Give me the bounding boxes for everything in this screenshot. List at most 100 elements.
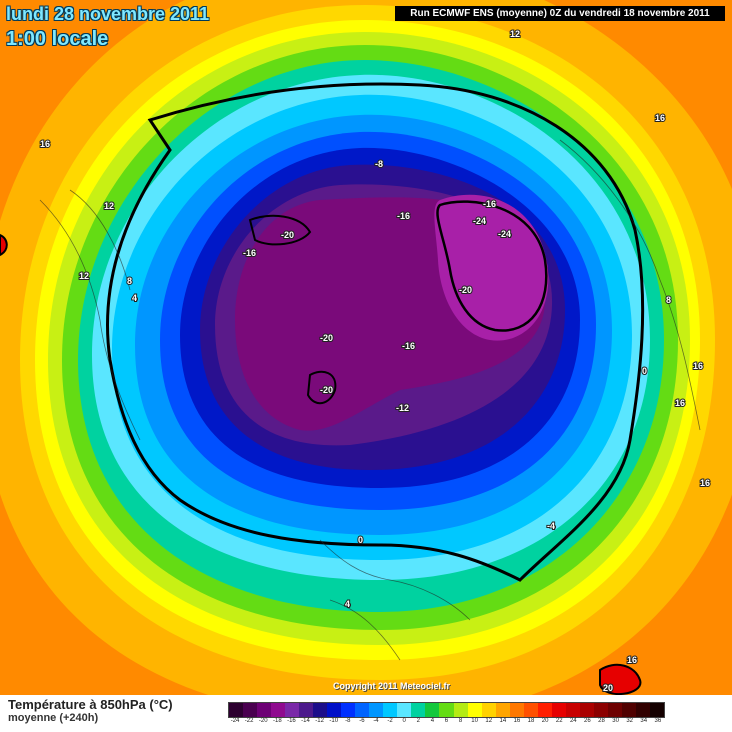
scale-tick-label: -20 <box>258 718 268 724</box>
coastline-america <box>39 189 141 441</box>
coastline-europe <box>319 539 471 661</box>
color-swatch <box>481 703 496 717</box>
color-swatch <box>341 703 356 717</box>
copyright: Copyright 2011 Meteociel.fr <box>333 681 451 691</box>
map-label: -20 <box>459 285 472 295</box>
map-label: 0 <box>358 535 363 545</box>
color-scale <box>228 702 665 718</box>
map-label: 16 <box>693 361 703 371</box>
scale-tick-label: 12 <box>485 718 493 724</box>
color-swatch <box>593 703 608 717</box>
scale-tick-label: -22 <box>244 718 254 724</box>
scale-tick-label: 24 <box>569 718 577 724</box>
color-swatch <box>523 703 538 717</box>
temperature-map: 12 16 12 4 8 12 -8 -16 -16 -24 -24 -20 -… <box>0 0 732 695</box>
color-swatch <box>579 703 594 717</box>
color-swatch <box>285 703 300 717</box>
scale-tick-label: 14 <box>499 718 507 724</box>
scale-tick-label: 10 <box>471 718 478 724</box>
map-label: -24 <box>473 216 486 226</box>
value-labels: 12 16 12 4 8 12 -8 -16 -16 -24 -24 -20 -… <box>39 28 711 694</box>
map-label: -24 <box>498 229 511 239</box>
color-scale-ticks: -24 -22 -20 -18 -16 -14 -12 -10 -8 -6 -4 -2 0 2 4 6 8 10 1… <box>228 718 665 724</box>
color-swatch <box>537 703 552 717</box>
m20-contour <box>436 200 548 332</box>
scale-tick-label: 0 <box>402 718 406 724</box>
scale-tick-label: -4 <box>373 718 379 724</box>
map-label: 12 <box>79 271 89 281</box>
color-swatch <box>467 703 482 717</box>
scale-tick-label: 34 <box>640 718 648 724</box>
forecast-time: 1:00 locale <box>6 28 109 50</box>
color-swatch <box>635 703 650 717</box>
scale-tick-label: -10 <box>329 718 339 724</box>
color-swatch <box>229 703 244 717</box>
color-swatch <box>411 703 426 717</box>
scale-tick-label: 32 <box>626 718 634 724</box>
map-label: 16 <box>700 478 710 488</box>
map-label: 16 <box>627 655 637 665</box>
map-label: 8 <box>127 276 132 286</box>
scale-tick-label: 28 <box>598 718 605 724</box>
scale-tick-label: 22 <box>555 718 563 724</box>
scale-tick-label: -24 <box>230 718 240 724</box>
scale-tick-label: 4 <box>430 718 435 724</box>
color-swatch <box>355 703 370 717</box>
scale-tick-label: -16 <box>287 718 296 724</box>
map-label: 20 <box>603 683 613 693</box>
map-label: 16 <box>675 398 685 408</box>
color-swatch <box>551 703 566 717</box>
map-label: 8 <box>666 295 671 305</box>
color-swatch <box>453 703 468 717</box>
scale-tick-label: 30 <box>612 718 619 724</box>
zero-isotherm <box>106 82 645 582</box>
forecast-date: lundi 28 novembre 2011 <box>6 4 210 24</box>
scale-tick-label: -2 <box>387 718 393 724</box>
run-info: Run ECMWF ENS (moyenne) 0Z du vendredi 1… <box>395 6 725 21</box>
scale-tick-label: 6 <box>444 718 449 724</box>
scale-tick-label: -18 <box>272 718 282 724</box>
map-label: -4 <box>547 521 555 531</box>
map-label: -20 <box>281 230 294 240</box>
color-swatch <box>383 703 398 717</box>
color-swatch <box>439 703 454 717</box>
map-label: 4 <box>345 599 350 609</box>
m20-contour-small-2 <box>306 370 337 405</box>
map-label: 16 <box>655 113 665 123</box>
scale-tick-label: 18 <box>527 718 535 724</box>
scale-tick-label: 2 <box>416 718 420 724</box>
scale-tick-label: 8 <box>458 718 463 724</box>
color-swatch <box>495 703 510 717</box>
scale-tick-label: -6 <box>359 718 365 724</box>
map-label: -20 <box>320 385 333 395</box>
map-label: -16 <box>243 248 256 258</box>
color-swatch <box>257 703 272 717</box>
scale-tick-label: 16 <box>513 718 521 724</box>
legend-title: Température à 850hPa (°C) <box>8 697 173 712</box>
scale-tick-label: 26 <box>584 718 591 724</box>
map-label: -12 <box>396 403 409 413</box>
m20-contour-small <box>248 214 312 246</box>
color-swatch <box>243 703 258 717</box>
hot-spot-se <box>599 663 642 695</box>
scale-tick-label: -12 <box>315 718 324 724</box>
color-swatch <box>313 703 328 717</box>
hot-spot-w <box>0 233 8 257</box>
scale-tick-label: 20 <box>541 718 549 724</box>
coastline-asia <box>559 139 701 431</box>
color-swatch <box>327 703 342 717</box>
color-swatch <box>397 703 412 717</box>
color-swatch <box>425 703 440 717</box>
color-swatch <box>299 703 314 717</box>
scale-tick-label: -8 <box>345 718 351 724</box>
color-swatch <box>607 703 622 717</box>
legend-subtitle: moyenne (+240h) <box>8 712 99 724</box>
color-swatch <box>649 703 664 717</box>
map-label: 16 <box>40 139 50 149</box>
map-label: 12 <box>104 201 114 211</box>
map-label: -16 <box>397 211 410 221</box>
map-label: -16 <box>483 199 496 209</box>
scale-tick-label: 36 <box>654 718 662 724</box>
map-label: -20 <box>320 333 333 343</box>
